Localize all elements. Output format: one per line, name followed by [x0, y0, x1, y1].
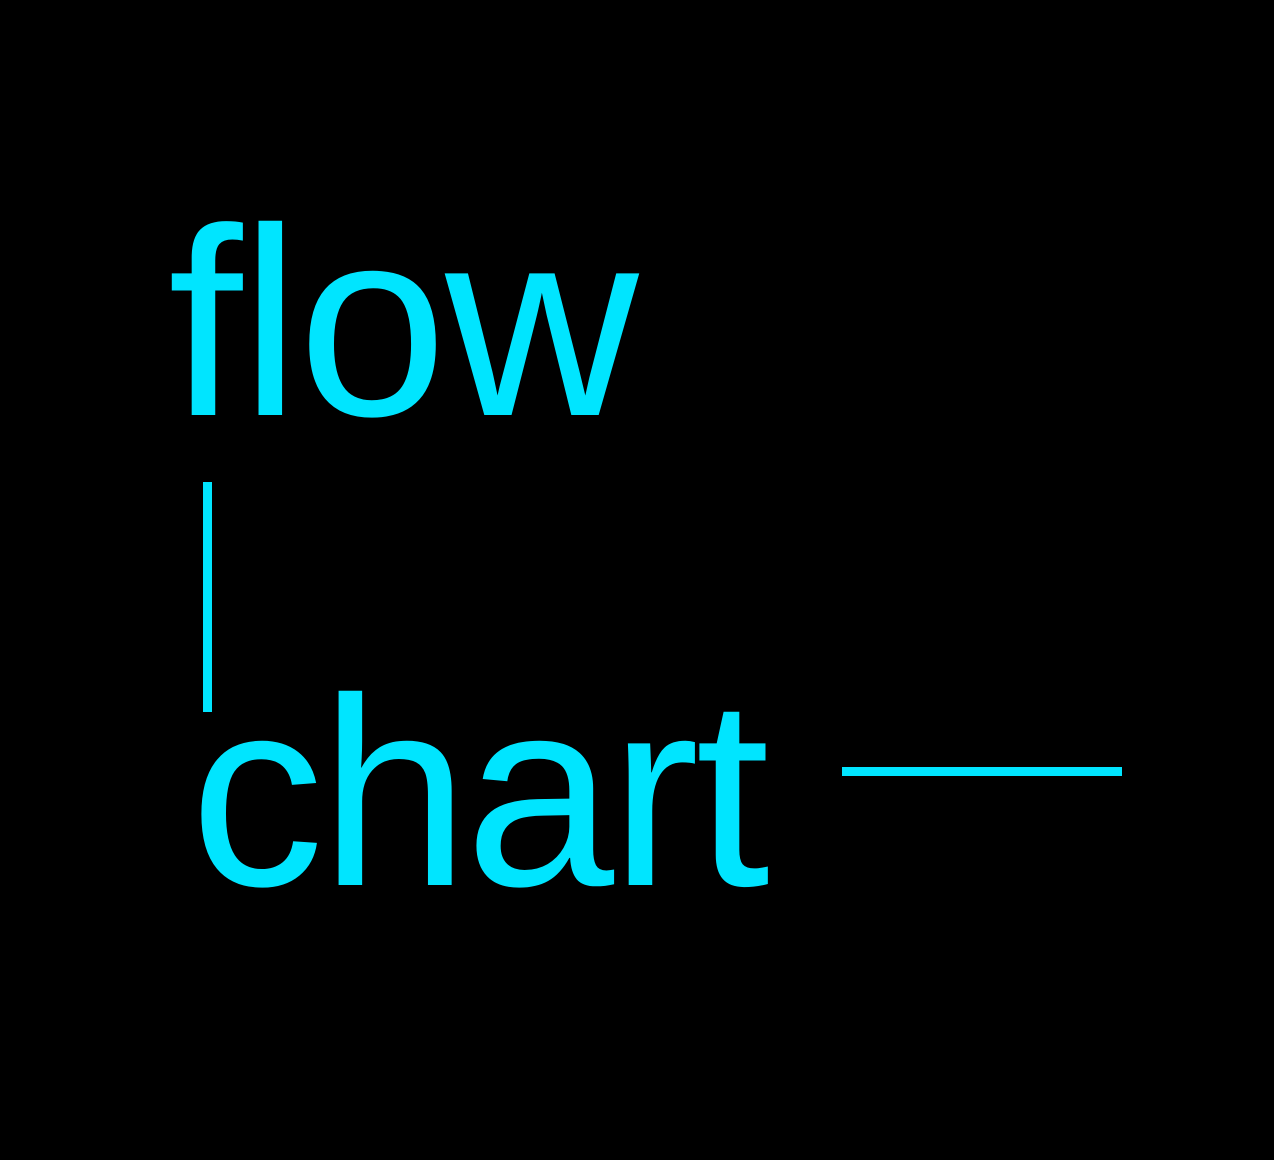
logo-horizontal-connector	[842, 767, 1122, 776]
logo-vertical-connector	[203, 482, 212, 712]
logo-word-chart: chart	[190, 642, 770, 942]
logo-word-flow: flow	[168, 172, 639, 472]
